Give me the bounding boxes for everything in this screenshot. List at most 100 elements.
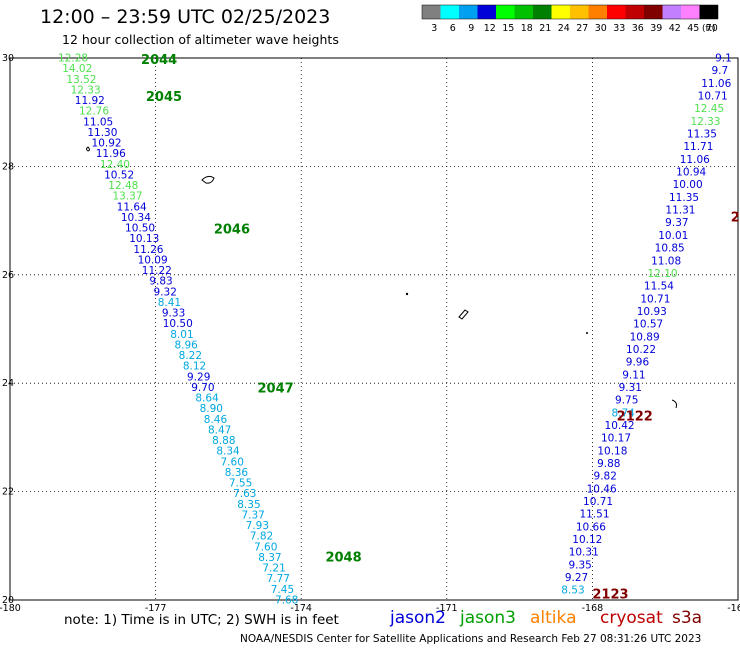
legend-label: 39	[650, 23, 662, 34]
wave-height-value: 11.22	[142, 265, 172, 277]
wave-height-value: 10.17	[601, 433, 631, 445]
pass-time-label: 2046	[214, 223, 250, 238]
wave-height-value: 12.48	[108, 180, 138, 192]
wave-height-value: 8.64	[195, 393, 219, 405]
wave-height-value: 11.05	[83, 116, 113, 128]
wave-height-value: 7.68	[275, 595, 298, 607]
legend-label: 21	[539, 23, 551, 34]
wave-height-value: 10.50	[163, 318, 193, 330]
wave-height-value: 8.74	[611, 407, 635, 419]
legend-swatch	[551, 5, 570, 19]
legend-label: 18	[521, 23, 533, 34]
wave-height-value: 9.96	[626, 357, 650, 369]
legend-swatch	[533, 5, 552, 19]
map-title: 12:00 – 23:59 UTC 02/25/2023	[40, 6, 331, 28]
wave-height-value: 10.22	[626, 344, 656, 356]
wave-height-value: 12.28	[58, 53, 88, 65]
wave-height-value: 10.85	[655, 243, 685, 255]
wave-height-value: 10.34	[121, 212, 151, 224]
wave-height-value: 11.08	[651, 255, 681, 267]
wave-height-value: 8.12	[183, 361, 206, 373]
wave-height-value: 10.46	[587, 483, 617, 495]
wave-height-value: 10.52	[104, 169, 134, 181]
pass-time-label: 2047	[258, 382, 294, 397]
wave-height-value: 7.55	[229, 478, 252, 490]
wave-height-value: 9.11	[622, 369, 645, 381]
wave-height-value: 9.31	[619, 382, 642, 394]
wave-height-value: 7.60	[254, 541, 277, 553]
legend-label: 24	[558, 23, 570, 34]
legend-label: 12	[484, 23, 496, 34]
map-subtitle: 12 hour collection of altimeter wave hei…	[62, 32, 339, 47]
wave-height-value: 10.57	[633, 319, 663, 331]
wave-height-value: 10.93	[637, 306, 667, 318]
footer-note: note: 1) Time is in UTC; 2) SWH is in fe…	[64, 612, 339, 628]
legend-label: 33	[613, 23, 625, 34]
wave-height-value: 12.33	[71, 84, 101, 96]
wave-height-value: 8.34	[216, 446, 240, 458]
legend-label: 27	[576, 23, 588, 34]
wave-height-value: 11.06	[701, 78, 731, 90]
wave-height-value: 7.93	[246, 520, 269, 532]
legend-label: 30	[595, 23, 607, 34]
color-legend: 3 6 9 12 15 18 21 24 27 30 33 36 39 42 45 70(ft)	[421, 4, 719, 34]
wave-height-value: 8.36	[225, 467, 249, 479]
legend-label: 70	[706, 23, 718, 34]
wave-height-value: 12.40	[100, 159, 130, 171]
legend-label: 36	[632, 23, 644, 34]
wave-height-value: 10.18	[597, 445, 627, 457]
legend-label: 42	[669, 23, 681, 34]
wave-height-value: 9.7	[712, 65, 729, 77]
wave-height-value: 9.88	[597, 458, 620, 470]
axis-tick-labels: -180 -177 -174 -171 -168 -165 30 28 26 24 22 20	[0, 53, 740, 614]
wave-height-value: 7.37	[241, 509, 264, 521]
lon-tick-label: -168	[582, 603, 604, 614]
wave-height-value: 10.89	[630, 331, 660, 343]
wave-height-value: 9.32	[154, 286, 177, 298]
wave-height-value: 8.01	[170, 329, 193, 341]
legend-swatch	[699, 5, 718, 19]
legend-label: 6	[450, 23, 456, 34]
wave-height-value: 14.02	[62, 63, 92, 75]
legend-swatch	[459, 5, 478, 19]
lat-lon-grid	[9, 57, 739, 601]
pass-time-label: 2048	[325, 551, 361, 566]
wave-height-value: 8.90	[200, 403, 223, 415]
island-outline	[458, 309, 469, 320]
wave-height-value: 10.71	[583, 496, 613, 508]
pass-time-label: 2045	[146, 90, 182, 105]
island-outline	[86, 146, 90, 152]
island-outline	[201, 175, 215, 184]
satellite-name-cryosat: cryosat	[600, 608, 663, 628]
wave-height-value: 11.54	[644, 281, 674, 293]
island-dot	[405, 292, 409, 296]
wave-height-value: 10.31	[569, 547, 599, 559]
wave-height-value: 8.46	[204, 414, 228, 426]
lat-tick-label: 30	[2, 53, 14, 64]
island-dot	[586, 332, 588, 334]
wave-height-value: 8.41	[158, 297, 181, 309]
wave-height-value: 11.71	[683, 141, 713, 153]
wave-height-value: 10.92	[92, 138, 122, 150]
wave-height-value: 11.30	[87, 127, 117, 139]
wave-height-value: 7.77	[267, 573, 290, 585]
wave-height-value: 11.06	[680, 154, 710, 166]
lat-tick-label: 28	[2, 161, 14, 172]
wave-height-value: 10.71	[698, 91, 728, 103]
wave-height-value: 7.45	[271, 584, 294, 596]
legend-label: 15	[502, 23, 514, 34]
wave-height-value: 11.26	[133, 244, 163, 256]
lat-tick-label: 22	[2, 487, 14, 498]
wave-height-value: 8.35	[237, 499, 260, 511]
wave-height-value: 13.52	[66, 74, 96, 86]
lon-tick-label: -171	[436, 603, 458, 614]
lat-tick-label: 24	[2, 378, 14, 389]
wave-height-value: 7.60	[221, 456, 244, 468]
lon-tick-label: -165	[727, 603, 740, 614]
legend-unit: (ft)	[702, 24, 716, 34]
wave-height-value: 7.21	[262, 563, 285, 575]
wave-height-value: 10.66	[576, 521, 606, 533]
wave-height-value: 8.47	[208, 424, 231, 436]
wave-height-value: 8.96	[174, 339, 198, 351]
